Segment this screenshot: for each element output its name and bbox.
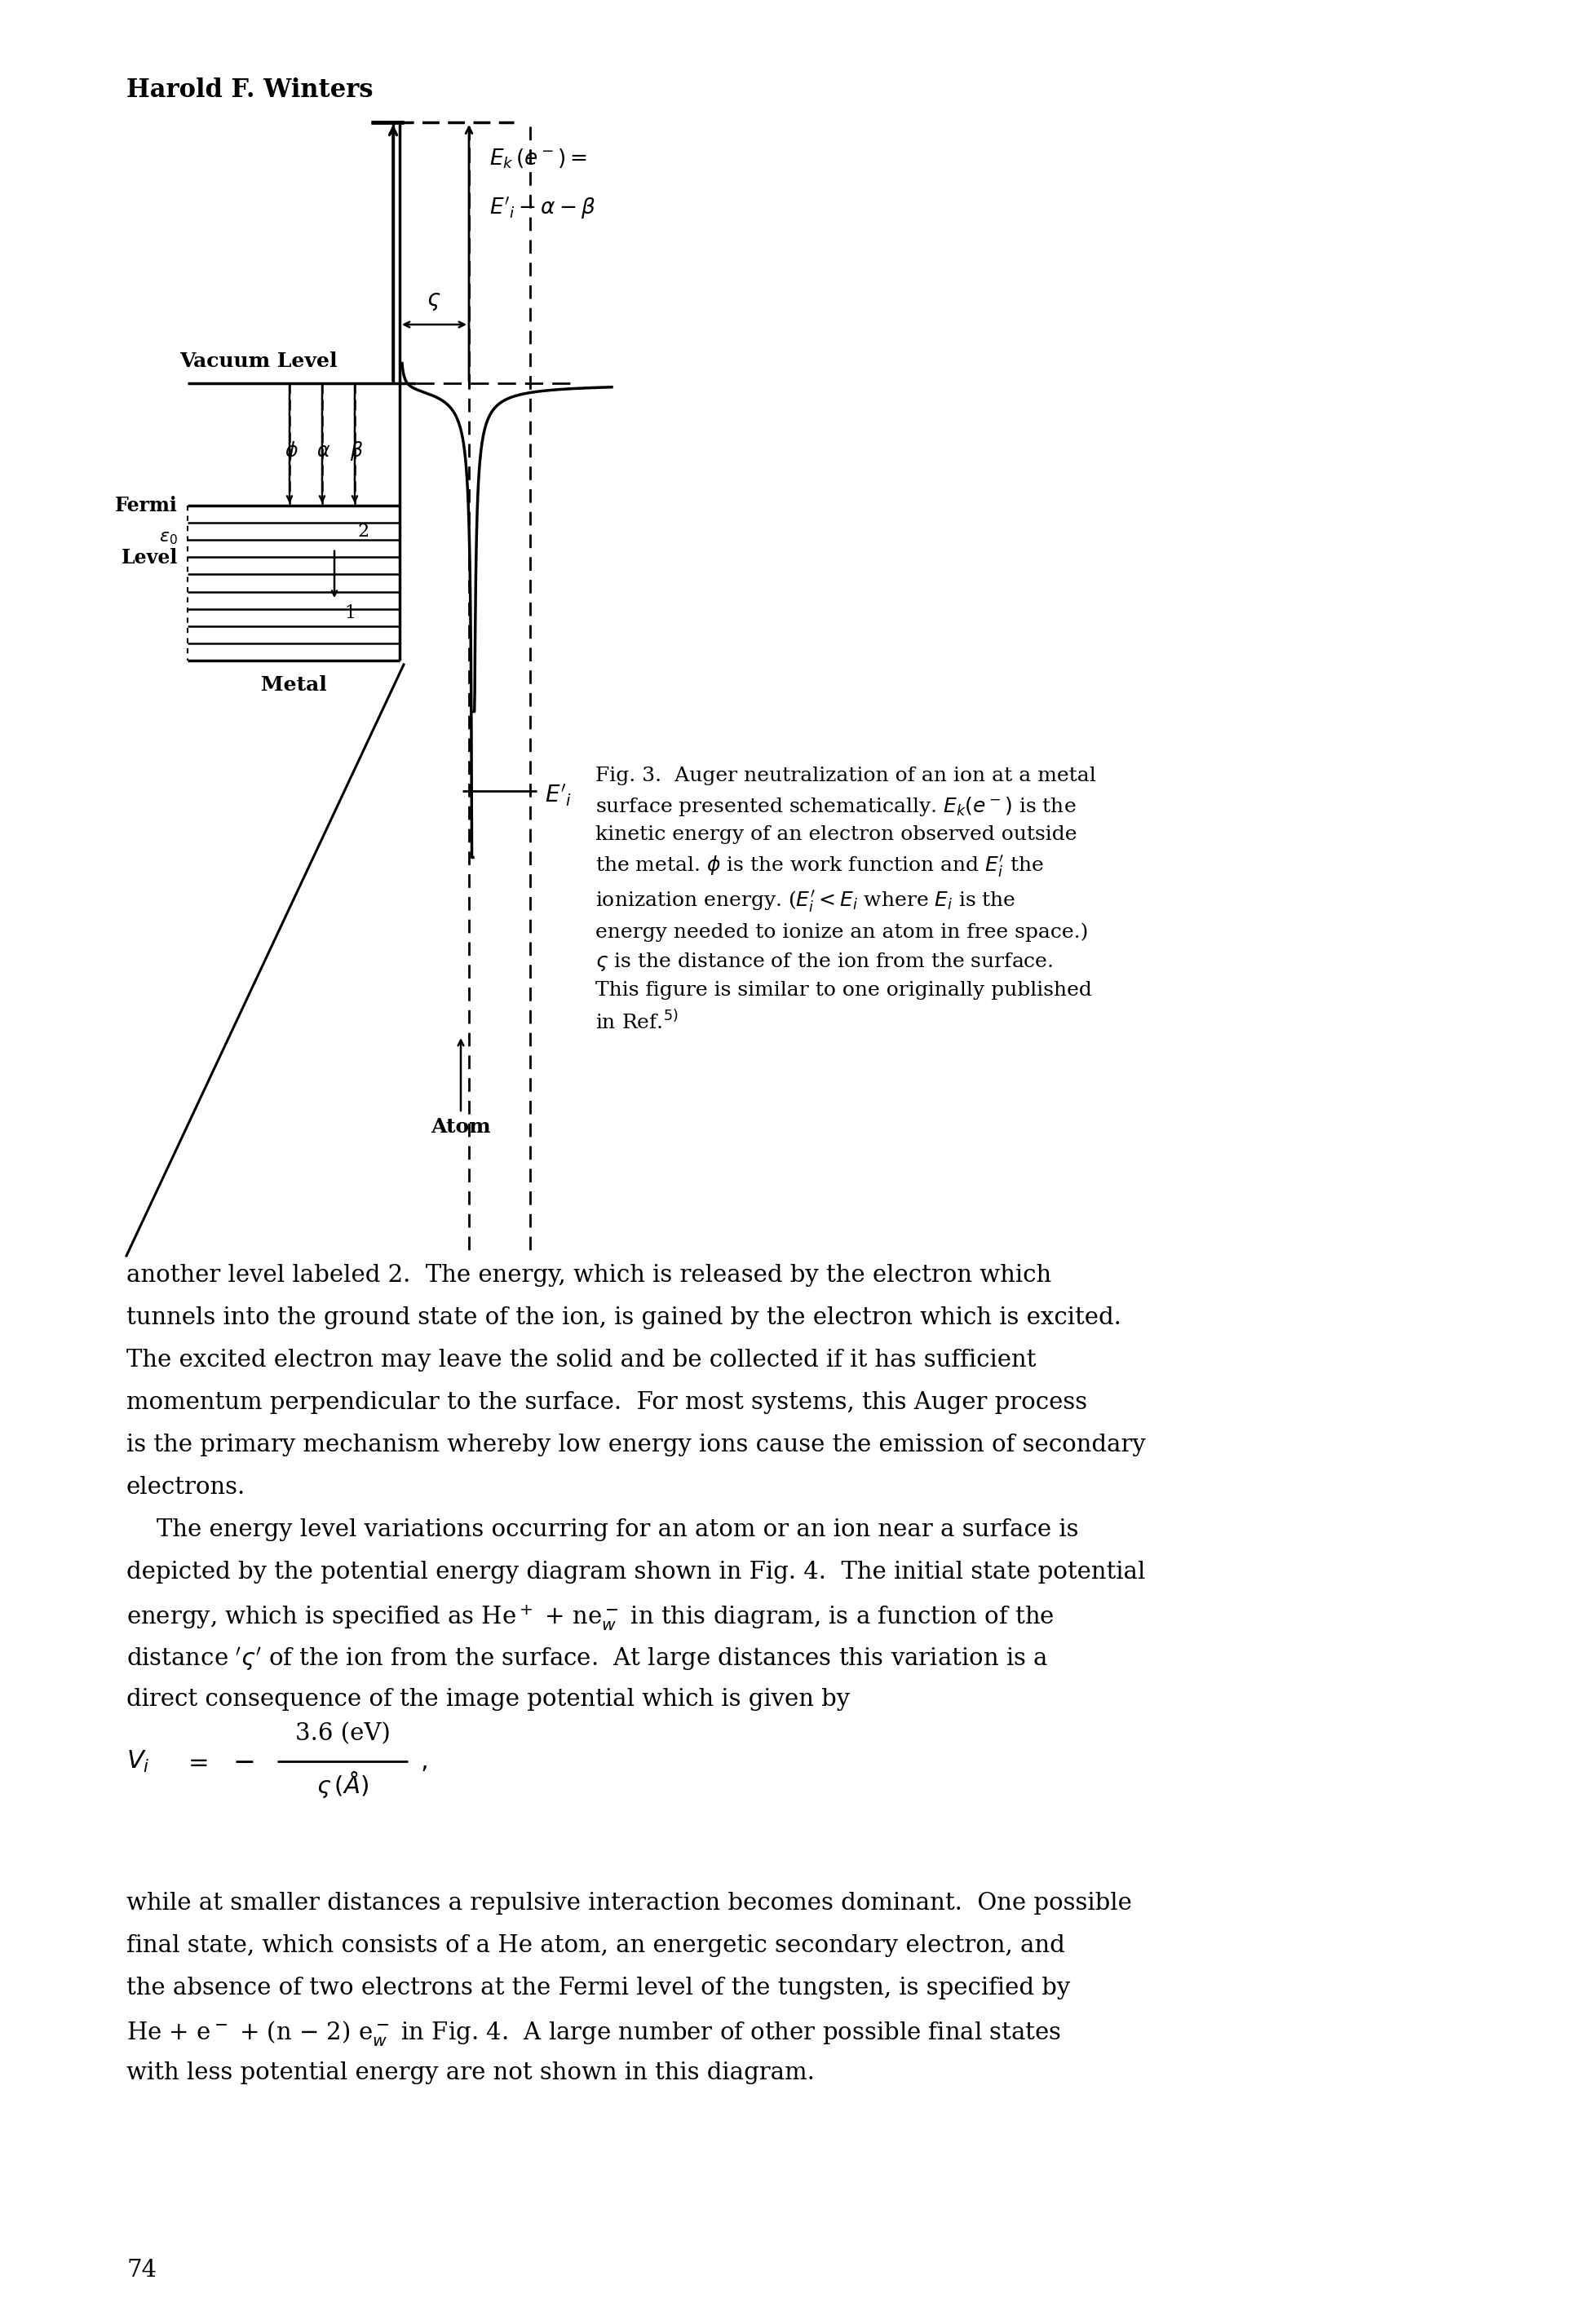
Text: $\varsigma$: $\varsigma$ (427, 290, 441, 311)
Text: Fermi: Fermi (115, 495, 178, 516)
Text: Level: Level (121, 548, 178, 567)
Text: Metal: Metal (261, 676, 326, 695)
Text: $E_k\,(e^-)=$: $E_k\,(e^-)=$ (489, 146, 587, 170)
Text: $E'_i-\alpha-\beta$: $E'_i-\alpha-\beta$ (489, 195, 595, 221)
Text: $\beta$: $\beta$ (350, 439, 363, 462)
Text: 2: 2 (357, 523, 369, 541)
Text: with less potential energy are not shown in this diagram.: with less potential energy are not shown… (126, 2061, 815, 2085)
Text: $=$: $=$ (183, 1748, 209, 1773)
Text: The energy level variations occurring for an atom or an ion near a surface is: The energy level variations occurring fo… (126, 1518, 1079, 1541)
Text: 3.6 (eV): 3.6 (eV) (295, 1722, 390, 1745)
Text: 74: 74 (126, 2259, 156, 2282)
Text: while at smaller distances a repulsive interaction becomes dominant.  One possib: while at smaller distances a repulsive i… (126, 1892, 1132, 1915)
Text: $\varsigma\,(\AA)$: $\varsigma\,(\AA)$ (317, 1769, 369, 1799)
Text: electrons.: electrons. (126, 1476, 245, 1499)
Text: momentum perpendicular to the surface.  For most systems, this Auger process: momentum perpendicular to the surface. F… (126, 1392, 1087, 1413)
Text: $,$: $,$ (420, 1748, 427, 1773)
Text: $\alpha$: $\alpha$ (317, 442, 331, 460)
Text: He + e$^-$ + (n $-$ 2) e$^-_w$ in Fig. 4.  A large number of other possible fina: He + e$^-$ + (n $-$ 2) e$^-_w$ in Fig. 4… (126, 2020, 1062, 2047)
Text: $V_i$: $V_i$ (126, 1748, 150, 1773)
Text: $-$: $-$ (232, 1748, 255, 1776)
Text: The excited electron may leave the solid and be collected if it has sufficient: The excited electron may leave the solid… (126, 1348, 1036, 1371)
Text: $E'_i$: $E'_i$ (544, 783, 572, 809)
Text: tunnels into the ground state of the ion, is gained by the electron which is exc: tunnels into the ground state of the ion… (126, 1306, 1121, 1329)
Text: distance $'\varsigma'$ of the ion from the surface.  At large distances this var: distance $'\varsigma'$ of the ion from t… (126, 1645, 1048, 1673)
Text: Vacuum Level: Vacuum Level (180, 351, 338, 372)
Text: depicted by the potential energy diagram shown in Fig. 4.  The initial state pot: depicted by the potential energy diagram… (126, 1562, 1145, 1583)
Text: the absence of two electrons at the Fermi level of the tungsten, is specified by: the absence of two electrons at the Ferm… (126, 1978, 1070, 1999)
Text: another level labeled 2.  The energy, which is released by the electron which: another level labeled 2. The energy, whi… (126, 1264, 1051, 1287)
Text: energy, which is specified as He$^+$ + ne$^-_w$ in this diagram, is a function o: energy, which is specified as He$^+$ + n… (126, 1604, 1054, 1631)
Text: $\phi$: $\phi$ (285, 439, 298, 462)
Text: Atom: Atom (431, 1118, 490, 1136)
Text: final state, which consists of a He atom, an energetic secondary electron, and: final state, which consists of a He atom… (126, 1934, 1065, 1957)
Text: $\varepsilon_0$: $\varepsilon_0$ (159, 528, 178, 546)
Text: direct consequence of the image potential which is given by: direct consequence of the image potentia… (126, 1687, 850, 1710)
Text: 1: 1 (344, 604, 355, 623)
Text: Harold F. Winters: Harold F. Winters (126, 77, 373, 102)
Text: Fig. 3.  Auger neutralization of an ion at a metal
surface presented schematical: Fig. 3. Auger neutralization of an ion a… (595, 767, 1095, 1034)
Text: is the primary mechanism whereby low energy ions cause the emission of secondary: is the primary mechanism whereby low ene… (126, 1434, 1146, 1457)
